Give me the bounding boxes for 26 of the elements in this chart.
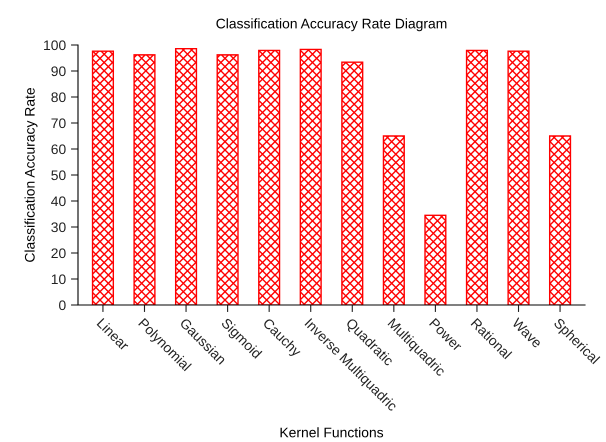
- bar: [424, 214, 446, 305]
- y-tick-label: 0: [59, 300, 66, 310]
- bar: [174, 48, 198, 305]
- bar: [258, 50, 280, 305]
- y-axis-title: Classification Accuracy Rate: [24, 88, 38, 262]
- y-tick-label: 40: [51, 196, 66, 206]
- y-tick-label: 90: [51, 66, 66, 76]
- chart-title: Classification Accuracy Rate Diagram: [216, 18, 446, 32]
- bar: [507, 50, 530, 305]
- y-tick-label: 80: [51, 92, 66, 102]
- y-tick-label: 100: [44, 40, 66, 50]
- y-tick-label: 60: [51, 144, 66, 154]
- bar: [466, 50, 488, 305]
- x-axis-title: Kernel Functions: [280, 427, 384, 438]
- bar: [133, 54, 156, 305]
- y-tick-label: 10: [52, 274, 66, 284]
- bar: [216, 54, 239, 305]
- bar: [548, 135, 572, 305]
- y-tick-label: 30: [51, 222, 66, 232]
- bar: [341, 61, 364, 305]
- y-tick-label: 70: [51, 118, 66, 128]
- bar: [92, 50, 114, 305]
- bar: [382, 135, 405, 305]
- y-tick-label: 50: [51, 170, 66, 180]
- y-tick-label: 20: [51, 248, 66, 258]
- bar: [300, 48, 322, 305]
